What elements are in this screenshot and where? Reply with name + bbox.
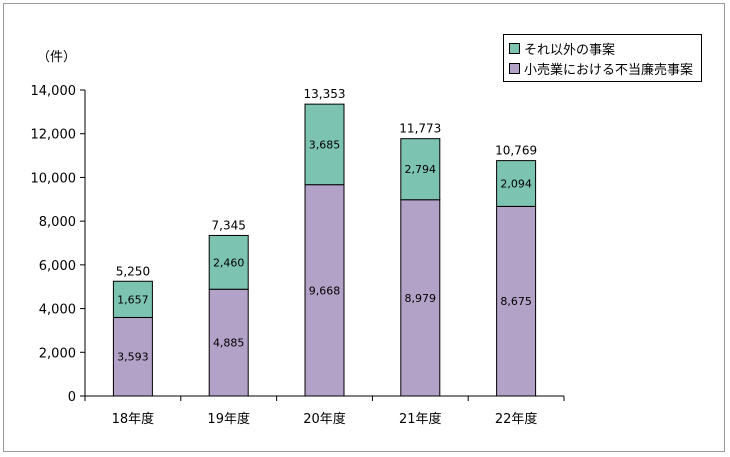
legend-label-other: それ以外の事案 (524, 42, 616, 58)
y-tick-label: 2,000 (39, 346, 76, 361)
y-tick-label: 8,000 (39, 215, 76, 230)
total-label: 7,345 (212, 218, 246, 232)
y-tick-label: 4,000 (39, 303, 76, 318)
data-label: 9,668 (309, 284, 341, 297)
bar-segment-other (496, 160, 537, 207)
y-tick-label: 10,000 (31, 171, 77, 186)
bar-segment-other (208, 234, 249, 290)
x-tick-label: 20年度 (303, 411, 346, 427)
legend-item-retail: 小売業における不当廉売事案 (509, 58, 701, 78)
total-label: 5,250 (116, 264, 150, 278)
y-tick-label: 14,000 (31, 84, 77, 99)
data-label: 3,593 (117, 351, 149, 364)
x-tick-label: 22年度 (495, 411, 538, 427)
legend-item-other: それ以外の事案 (509, 38, 701, 58)
data-label: 1,657 (117, 293, 149, 306)
bar-segment-other (304, 103, 345, 186)
x-tick-label: 18年度 (112, 411, 155, 427)
x-axis-categories: 18年度 19年度 20年度 21年度 22年度 (84, 396, 565, 427)
bar-segment-retail (496, 205, 537, 397)
y-tick-label: 12,000 (31, 128, 77, 143)
data-label: 2,794 (405, 163, 437, 176)
total-label: 13,353 (304, 87, 346, 101)
legend: それ以外の事案 小売業における不当廉売事案 (503, 34, 702, 82)
bar-segment-retail (112, 316, 153, 397)
data-label: 8,675 (500, 295, 532, 308)
legend-label-retail: 小売業における不当廉売事案 (524, 62, 694, 78)
data-label: 2,094 (500, 178, 532, 191)
bar-segment-retail (304, 184, 345, 397)
bar-segment-retail (400, 199, 441, 397)
bars: 3,593 1,657 5,250 4,885 2,460 7,345 9,668 3,685… (112, 87, 537, 397)
y-tick-label: 0 (68, 390, 76, 405)
data-label: 2,460 (213, 256, 245, 269)
y-axis-ticks: 0 2,000 4,000 6,000 8,000 10,000 12,000 14,000 (31, 84, 85, 405)
data-label: 8,979 (405, 292, 437, 305)
x-tick-label: 21年度 (399, 411, 442, 427)
y-tick-label: 6,000 (39, 259, 76, 274)
bar-segment-retail (208, 288, 249, 397)
bar-segment-other (400, 138, 441, 201)
bar-segment-other (112, 280, 153, 318)
total-label: 10,769 (495, 144, 537, 158)
legend-swatch-retail (509, 62, 520, 74)
data-label: 4,885 (213, 337, 245, 350)
total-label: 11,773 (399, 122, 441, 136)
unit-label: （件） (37, 50, 76, 65)
legend-swatch-other (509, 42, 520, 54)
data-label: 3,685 (309, 138, 341, 151)
x-tick-label: 19年度 (207, 411, 250, 427)
